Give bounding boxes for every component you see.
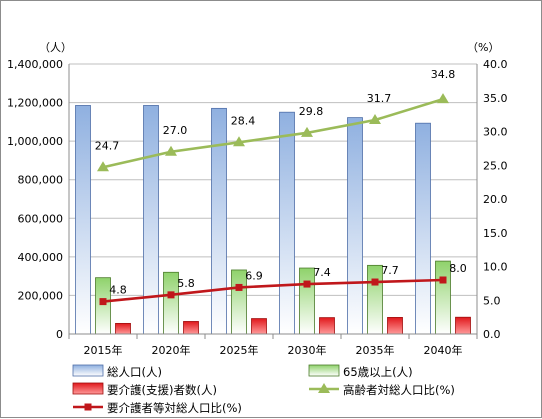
data-label: 24.7 xyxy=(95,139,120,152)
bar xyxy=(143,105,159,335)
point xyxy=(369,114,381,125)
x-tick-label: 2025年 xyxy=(220,343,259,357)
bar xyxy=(415,122,431,335)
bar xyxy=(435,260,451,335)
point xyxy=(165,145,177,156)
left-tick-label: 200,000 xyxy=(18,289,64,302)
legend-marker xyxy=(318,383,330,393)
data-label: 28.4 xyxy=(231,114,256,127)
left-tick-label: 400,000 xyxy=(18,251,64,264)
point xyxy=(371,278,379,286)
legend-label: 総人口(人) xyxy=(107,365,162,379)
point xyxy=(437,93,449,104)
right-axis-unit: （%） xyxy=(467,41,499,54)
legend-swatch xyxy=(308,364,340,377)
data-label: 5.8 xyxy=(177,277,195,290)
data-label: 7.4 xyxy=(313,266,331,279)
right-tick-label: 35.0 xyxy=(483,92,508,105)
right-tick-label: 15.0 xyxy=(483,227,508,240)
series-line xyxy=(102,97,444,169)
point xyxy=(303,280,311,288)
legend-label: 65歳以上(人) xyxy=(343,365,413,379)
x-tick-label: 2015年 xyxy=(84,343,123,357)
data-label: 4.8 xyxy=(109,284,127,297)
gridlines xyxy=(69,63,477,296)
bar xyxy=(251,318,267,335)
point xyxy=(167,291,175,299)
data-label: 27.0 xyxy=(163,124,188,137)
data-labels: 24.7 27.0 28.4 29.8 31.7 34.8 4.8 5.8 6.9 7.4 7.7 8… xyxy=(95,68,467,297)
bar xyxy=(367,264,383,335)
bar xyxy=(319,317,335,335)
bar xyxy=(75,105,91,335)
left-tick-label: 600,000 xyxy=(18,212,64,225)
data-label: 7.7 xyxy=(381,264,399,277)
bar xyxy=(387,317,403,335)
point xyxy=(97,161,109,172)
right-tick-label: 25.0 xyxy=(483,159,508,172)
series-line xyxy=(102,278,444,303)
data-label: 6.9 xyxy=(245,269,263,282)
bar xyxy=(455,316,471,335)
bar xyxy=(279,111,295,335)
legend: 総人口(人) 65歳以上(人) 要介護(支援)者数(人) 高齢者対総人口比(%) 要介護… xyxy=(72,364,455,415)
bar xyxy=(183,321,199,335)
point xyxy=(99,298,107,306)
right-tick-label: 10.0 xyxy=(483,261,508,274)
data-label: 31.7 xyxy=(367,92,392,105)
left-tick-label: 1,000,000 xyxy=(7,135,63,148)
bar xyxy=(347,117,363,335)
right-tick-label: 20.0 xyxy=(483,193,508,206)
right-tick-label: 30.0 xyxy=(483,126,508,139)
legend-swatch xyxy=(72,364,104,377)
data-label: 29.8 xyxy=(299,105,324,118)
line-series xyxy=(97,93,449,306)
axes: （人） （%） 0 200,000 400,000 600,000 800,000 1,0… xyxy=(7,41,507,357)
x-tick-label: 2035年 xyxy=(356,343,395,357)
point xyxy=(235,283,243,291)
right-tick-label: 0.0 xyxy=(483,328,501,341)
point xyxy=(233,136,245,147)
data-label: 34.8 xyxy=(431,68,456,81)
bar xyxy=(163,271,179,335)
legend-label: 要介護者等対総人口比(%) xyxy=(107,401,242,415)
left-tick-label: 1,200,000 xyxy=(7,97,63,110)
left-tick-label: 800,000 xyxy=(18,174,64,187)
point xyxy=(301,126,313,137)
legend-marker xyxy=(84,403,92,411)
right-tick-label: 5.0 xyxy=(483,294,501,307)
bar xyxy=(231,269,247,335)
left-tick-label: 0 xyxy=(56,328,63,341)
x-tick-label: 2040年 xyxy=(424,343,463,357)
bar xyxy=(299,267,315,335)
bar xyxy=(115,322,131,335)
right-tick-label: 40.0 xyxy=(483,58,508,71)
x-tick-label: 2030年 xyxy=(288,343,327,357)
bar xyxy=(95,277,111,335)
x-tick-label: 2020年 xyxy=(152,343,191,357)
legend-label: 要介護(支援)者数(人) xyxy=(107,383,217,397)
legend-swatch xyxy=(72,382,104,395)
point xyxy=(439,276,447,284)
data-label: 8.0 xyxy=(449,262,467,275)
legend-label: 高齢者対総人口比(%) xyxy=(343,383,455,397)
bar xyxy=(211,107,227,335)
left-axis-unit: （人） xyxy=(39,41,72,54)
left-tick-label: 1,400,000 xyxy=(7,58,63,71)
